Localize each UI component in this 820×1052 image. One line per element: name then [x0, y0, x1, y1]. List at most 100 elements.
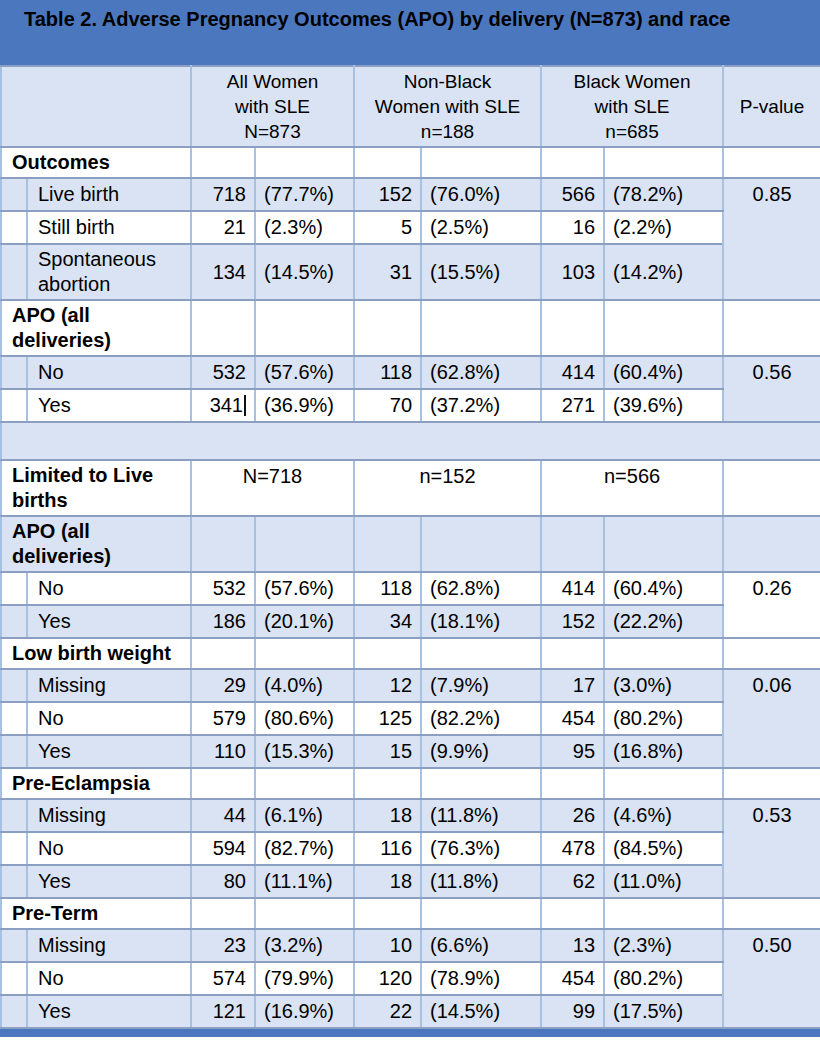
cell-percent[interactable]: (37.2%): [421, 389, 541, 422]
cell-percent[interactable]: (3.0%): [604, 669, 723, 702]
empty-cell[interactable]: [354, 768, 421, 799]
cell-count[interactable]: 95: [541, 735, 604, 768]
cell-percent[interactable]: (17.5%): [604, 995, 723, 1028]
cell-count[interactable]: 12: [354, 669, 421, 702]
cell-count[interactable]: 152: [354, 178, 421, 211]
empty-cell[interactable]: [604, 147, 723, 178]
cell-count[interactable]: 414: [541, 572, 604, 605]
cell-percent[interactable]: (76.3%): [421, 832, 541, 865]
cell-pvalue[interactable]: 0.53: [723, 799, 820, 898]
cell-percent[interactable]: (3.2%): [255, 929, 354, 962]
empty-cell[interactable]: [191, 768, 255, 799]
empty-cell[interactable]: [541, 898, 604, 929]
empty-cell[interactable]: [255, 516, 354, 572]
row-label[interactable]: No: [27, 702, 191, 735]
cell-count[interactable]: 103: [541, 244, 604, 300]
cell-pvalue[interactable]: 0.50: [723, 929, 820, 1028]
cell-percent[interactable]: (80.2%): [604, 962, 723, 995]
indent-cell[interactable]: [1, 799, 27, 832]
cell-percent[interactable]: (22.2%): [604, 605, 723, 638]
cell-count[interactable]: 34: [354, 605, 421, 638]
cell-percent[interactable]: (80.6%): [255, 702, 354, 735]
cell-count[interactable]: 121: [191, 995, 255, 1028]
cell-percent[interactable]: (11.8%): [421, 799, 541, 832]
indent-cell[interactable]: [1, 572, 27, 605]
empty-cell[interactable]: [421, 638, 541, 669]
row-label[interactable]: Missing: [27, 929, 191, 962]
cell-count[interactable]: 454: [541, 702, 604, 735]
cell-percent[interactable]: (16.8%): [604, 735, 723, 768]
cell-percent[interactable]: (39.6%): [604, 389, 723, 422]
cell-count[interactable]: 118: [354, 356, 421, 389]
col-header-pvalue[interactable]: P-value: [723, 66, 820, 147]
row-label[interactable]: No: [27, 832, 191, 865]
cell-percent[interactable]: (62.8%): [421, 572, 541, 605]
empty-cell[interactable]: [255, 638, 354, 669]
cell-count[interactable]: 454: [541, 962, 604, 995]
cell-count[interactable]: 341: [191, 389, 255, 422]
cell-percent[interactable]: (15.3%): [255, 735, 354, 768]
indent-cell[interactable]: [1, 178, 27, 211]
empty-cell[interactable]: [604, 898, 723, 929]
empty-cell[interactable]: [354, 638, 421, 669]
empty-cell[interactable]: [255, 147, 354, 178]
cell-percent[interactable]: (78.9%): [421, 962, 541, 995]
indent-cell[interactable]: [1, 995, 27, 1028]
cell-pvalue[interactable]: [723, 768, 820, 799]
cell-count[interactable]: 31: [354, 244, 421, 300]
cell-percent[interactable]: (7.9%): [421, 669, 541, 702]
cell-percent[interactable]: (16.9%): [255, 995, 354, 1028]
cell-count[interactable]: 414: [541, 356, 604, 389]
section-label[interactable]: APO (all deliveries): [1, 300, 191, 356]
cell-count[interactable]: 118: [354, 572, 421, 605]
cell-count[interactable]: 152: [541, 605, 604, 638]
cell-percent[interactable]: (36.9%): [255, 389, 354, 422]
row-label[interactable]: Yes: [27, 605, 191, 638]
cell-count[interactable]: 566: [541, 178, 604, 211]
cell-percent[interactable]: (78.2%): [604, 178, 723, 211]
empty-cell[interactable]: [541, 300, 604, 356]
cell-count[interactable]: 62: [541, 865, 604, 898]
cell-count[interactable]: 134: [191, 244, 255, 300]
col-header-all-women[interactable]: All Women with SLE N=873: [191, 66, 354, 147]
cell-count[interactable]: 23: [191, 929, 255, 962]
empty-cell[interactable]: [421, 300, 541, 356]
indent-cell[interactable]: [1, 356, 27, 389]
empty-cell[interactable]: [191, 516, 255, 572]
cell-pvalue[interactable]: [723, 638, 820, 669]
row-label[interactable]: Yes: [27, 389, 191, 422]
cell-count[interactable]: 478: [541, 832, 604, 865]
row-label-column-header[interactable]: [1, 66, 191, 147]
cell-count[interactable]: 10: [354, 929, 421, 962]
cell-count[interactable]: 80: [191, 865, 255, 898]
empty-cell[interactable]: [604, 638, 723, 669]
indent-cell[interactable]: [1, 669, 27, 702]
cell-count[interactable]: 13: [541, 929, 604, 962]
section-label[interactable]: Pre-Term: [1, 898, 191, 929]
empty-cell[interactable]: [354, 898, 421, 929]
cell-percent[interactable]: (6.6%): [421, 929, 541, 962]
empty-cell[interactable]: [421, 898, 541, 929]
cell-pvalue[interactable]: [723, 300, 820, 356]
indent-cell[interactable]: [1, 962, 27, 995]
indent-cell[interactable]: [1, 605, 27, 638]
cell-percent[interactable]: (11.1%): [255, 865, 354, 898]
section-label[interactable]: Low birth weight: [1, 638, 191, 669]
empty-cell[interactable]: [191, 300, 255, 356]
cell-percent[interactable]: (18.1%): [421, 605, 541, 638]
section-label[interactable]: APO (all deliveries): [1, 516, 191, 572]
indent-cell[interactable]: [1, 865, 27, 898]
indent-cell[interactable]: [1, 735, 27, 768]
cell-percent[interactable]: (82.7%): [255, 832, 354, 865]
cell-count[interactable]: 16: [541, 211, 604, 244]
cell-percent[interactable]: (57.6%): [255, 356, 354, 389]
cell-percent[interactable]: (76.0%): [421, 178, 541, 211]
merged-n-all-women[interactable]: N=718: [191, 460, 354, 516]
indent-cell[interactable]: [1, 211, 27, 244]
cell-pvalue[interactable]: [723, 460, 820, 516]
cell-percent[interactable]: (60.4%): [604, 356, 723, 389]
cell-count[interactable]: 110: [191, 735, 255, 768]
cell-percent[interactable]: (14.5%): [255, 244, 354, 300]
row-label[interactable]: Yes: [27, 865, 191, 898]
spacer-row[interactable]: [1, 422, 820, 460]
